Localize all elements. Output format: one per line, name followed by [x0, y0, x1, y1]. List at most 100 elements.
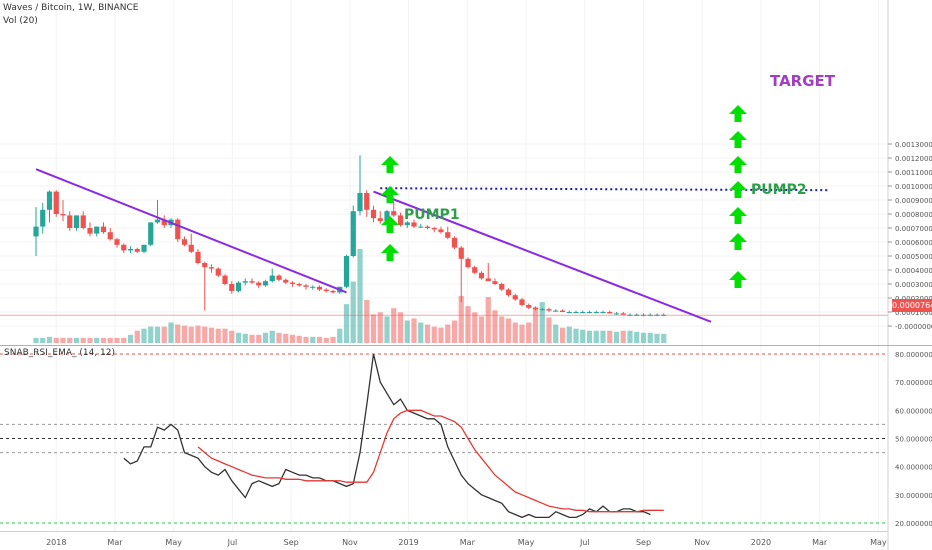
candle-body — [357, 193, 363, 212]
candle-body — [404, 222, 410, 226]
volume-bar — [60, 337, 66, 343]
candle-body — [235, 282, 242, 291]
volume-bar — [67, 337, 73, 343]
volume-bar — [364, 300, 370, 343]
candle-body — [613, 313, 620, 315]
candle-body — [431, 228, 437, 230]
candle-body — [485, 278, 491, 282]
volume-bar — [242, 333, 248, 343]
pump2-arrow — [729, 207, 747, 224]
candle-body — [80, 215, 86, 228]
pump2-arrow — [729, 233, 747, 250]
candle-body — [229, 284, 235, 291]
pump1-arrow — [381, 156, 399, 173]
volume-bar — [330, 336, 336, 343]
candle-body — [377, 218, 383, 221]
candle-body — [53, 191, 59, 214]
volume-bar — [121, 337, 127, 343]
volume-bar — [654, 333, 660, 343]
volume-bar — [451, 320, 458, 343]
candle-body — [242, 281, 248, 283]
volume-bar — [580, 329, 586, 343]
volume-bar — [114, 337, 120, 343]
volume-layer — [33, 248, 667, 343]
volume-bar — [283, 333, 289, 343]
candle-body — [40, 209, 46, 227]
candle-body — [100, 226, 107, 233]
rsi-tick-label: 70.000000 — [895, 379, 932, 387]
candle-body — [107, 232, 113, 240]
volume-bar — [262, 332, 269, 343]
time-tick-label: Mar — [812, 538, 828, 547]
candle-body — [350, 211, 356, 256]
volume-bar — [397, 312, 404, 343]
price-tick-label: 0.0012000 — [895, 155, 932, 163]
price-tick-label: 0.0006000 — [895, 239, 932, 247]
candle-body — [46, 191, 53, 210]
volume-bar — [53, 337, 59, 343]
candle-body — [438, 229, 444, 233]
volume-bar — [256, 334, 262, 343]
price-tick-label: 0.0003000 — [895, 281, 932, 289]
volume-bar — [161, 326, 167, 343]
candle-body — [566, 312, 572, 313]
time-tick-label: May — [165, 538, 182, 547]
target-label: TARGET — [770, 72, 836, 90]
candle-body — [323, 289, 329, 291]
pump2-arrow — [729, 105, 747, 122]
candle-body — [262, 281, 269, 286]
candle-body — [283, 279, 289, 283]
volume-bar — [661, 333, 667, 343]
volume-bar — [127, 334, 134, 343]
candle-body — [580, 312, 586, 313]
price-tick-label: 0.0010000 — [895, 183, 932, 191]
volume-bar — [303, 336, 309, 343]
volume-bar — [208, 327, 215, 343]
candle-body — [600, 312, 606, 313]
price-tick-label: 0.0004000 — [895, 267, 932, 275]
candle-body — [364, 193, 370, 210]
volume-bar — [276, 332, 282, 343]
volume-bar — [215, 328, 221, 343]
rsi-tick-label: 80.000000 — [895, 351, 932, 359]
candle-body — [593, 312, 599, 313]
volume-bar — [532, 307, 539, 343]
candle-body — [202, 263, 208, 268]
rsi-tick-label: 60.000000 — [895, 407, 932, 415]
candle-body — [607, 312, 613, 314]
candle-body — [114, 239, 120, 245]
candle-body — [391, 211, 397, 216]
candle-body — [478, 272, 485, 279]
pump2-label: PUMP2 — [751, 182, 807, 198]
volume-bar — [613, 331, 620, 343]
candle-body — [384, 211, 390, 221]
candle-body — [161, 219, 167, 226]
candle-body — [154, 219, 161, 223]
candle-body — [499, 284, 505, 290]
candle-body — [188, 244, 194, 252]
volume-bar — [33, 337, 39, 343]
candle-body — [526, 305, 532, 308]
volume-bar — [640, 332, 647, 343]
time-tick-label: Sep — [284, 538, 299, 547]
candle-body — [465, 258, 471, 268]
candle-body — [67, 215, 73, 228]
volume-bar — [526, 322, 532, 343]
candle-body — [424, 226, 431, 228]
candle-body — [33, 226, 39, 237]
candle-body — [330, 291, 336, 293]
volume-bar — [310, 336, 316, 343]
volume-legend: Vol (20) — [3, 16, 38, 26]
volume-bar — [431, 326, 437, 343]
rsi-series-ema — [197, 409, 664, 513]
volume-bar — [357, 248, 363, 343]
volume-bar — [181, 325, 188, 343]
current-price-tag: 0.0000764 — [892, 299, 932, 312]
volume-bar — [148, 326, 154, 343]
volume-bar — [546, 317, 552, 343]
candle-body — [316, 286, 323, 290]
volume-bar — [418, 322, 424, 343]
volume-bar — [411, 318, 417, 343]
volume-bar — [269, 330, 275, 343]
